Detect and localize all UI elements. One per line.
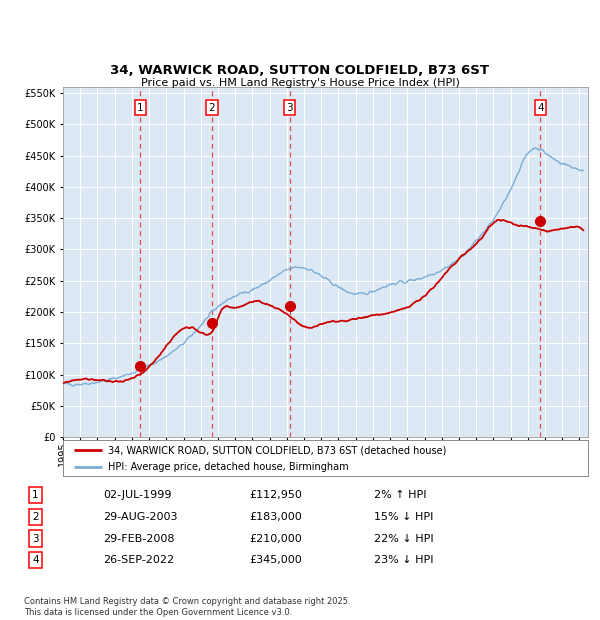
Text: £112,950: £112,950	[250, 490, 302, 500]
Text: 4: 4	[32, 556, 38, 565]
Text: 23% ↓ HPI: 23% ↓ HPI	[374, 556, 433, 565]
Text: 1: 1	[32, 490, 38, 500]
Text: 34, WARWICK ROAD, SUTTON COLDFIELD, B73 6ST: 34, WARWICK ROAD, SUTTON COLDFIELD, B73 …	[110, 64, 490, 78]
Text: £183,000: £183,000	[250, 512, 302, 521]
Text: 1: 1	[137, 102, 144, 113]
Text: £345,000: £345,000	[250, 556, 302, 565]
Text: HPI: Average price, detached house, Birmingham: HPI: Average price, detached house, Birm…	[107, 462, 348, 472]
Text: £210,000: £210,000	[250, 534, 302, 544]
Text: 3: 3	[32, 534, 38, 544]
Text: 02-JUL-1999: 02-JUL-1999	[103, 490, 172, 500]
Text: 3: 3	[286, 102, 293, 113]
Text: 2% ↑ HPI: 2% ↑ HPI	[374, 490, 426, 500]
Text: 34, WARWICK ROAD, SUTTON COLDFIELD, B73 6ST (detached house): 34, WARWICK ROAD, SUTTON COLDFIELD, B73 …	[107, 445, 446, 455]
Text: 29-AUG-2003: 29-AUG-2003	[103, 512, 178, 521]
Text: Price paid vs. HM Land Registry's House Price Index (HPI): Price paid vs. HM Land Registry's House …	[140, 78, 460, 88]
Text: 2: 2	[32, 512, 38, 521]
Text: 29-FEB-2008: 29-FEB-2008	[103, 534, 175, 544]
Text: Contains HM Land Registry data © Crown copyright and database right 2025.
This d: Contains HM Land Registry data © Crown c…	[24, 598, 350, 617]
Text: 26-SEP-2022: 26-SEP-2022	[103, 556, 174, 565]
Text: 4: 4	[537, 102, 544, 113]
Text: 15% ↓ HPI: 15% ↓ HPI	[374, 512, 433, 521]
Text: 2: 2	[209, 102, 215, 113]
Text: 22% ↓ HPI: 22% ↓ HPI	[374, 534, 433, 544]
